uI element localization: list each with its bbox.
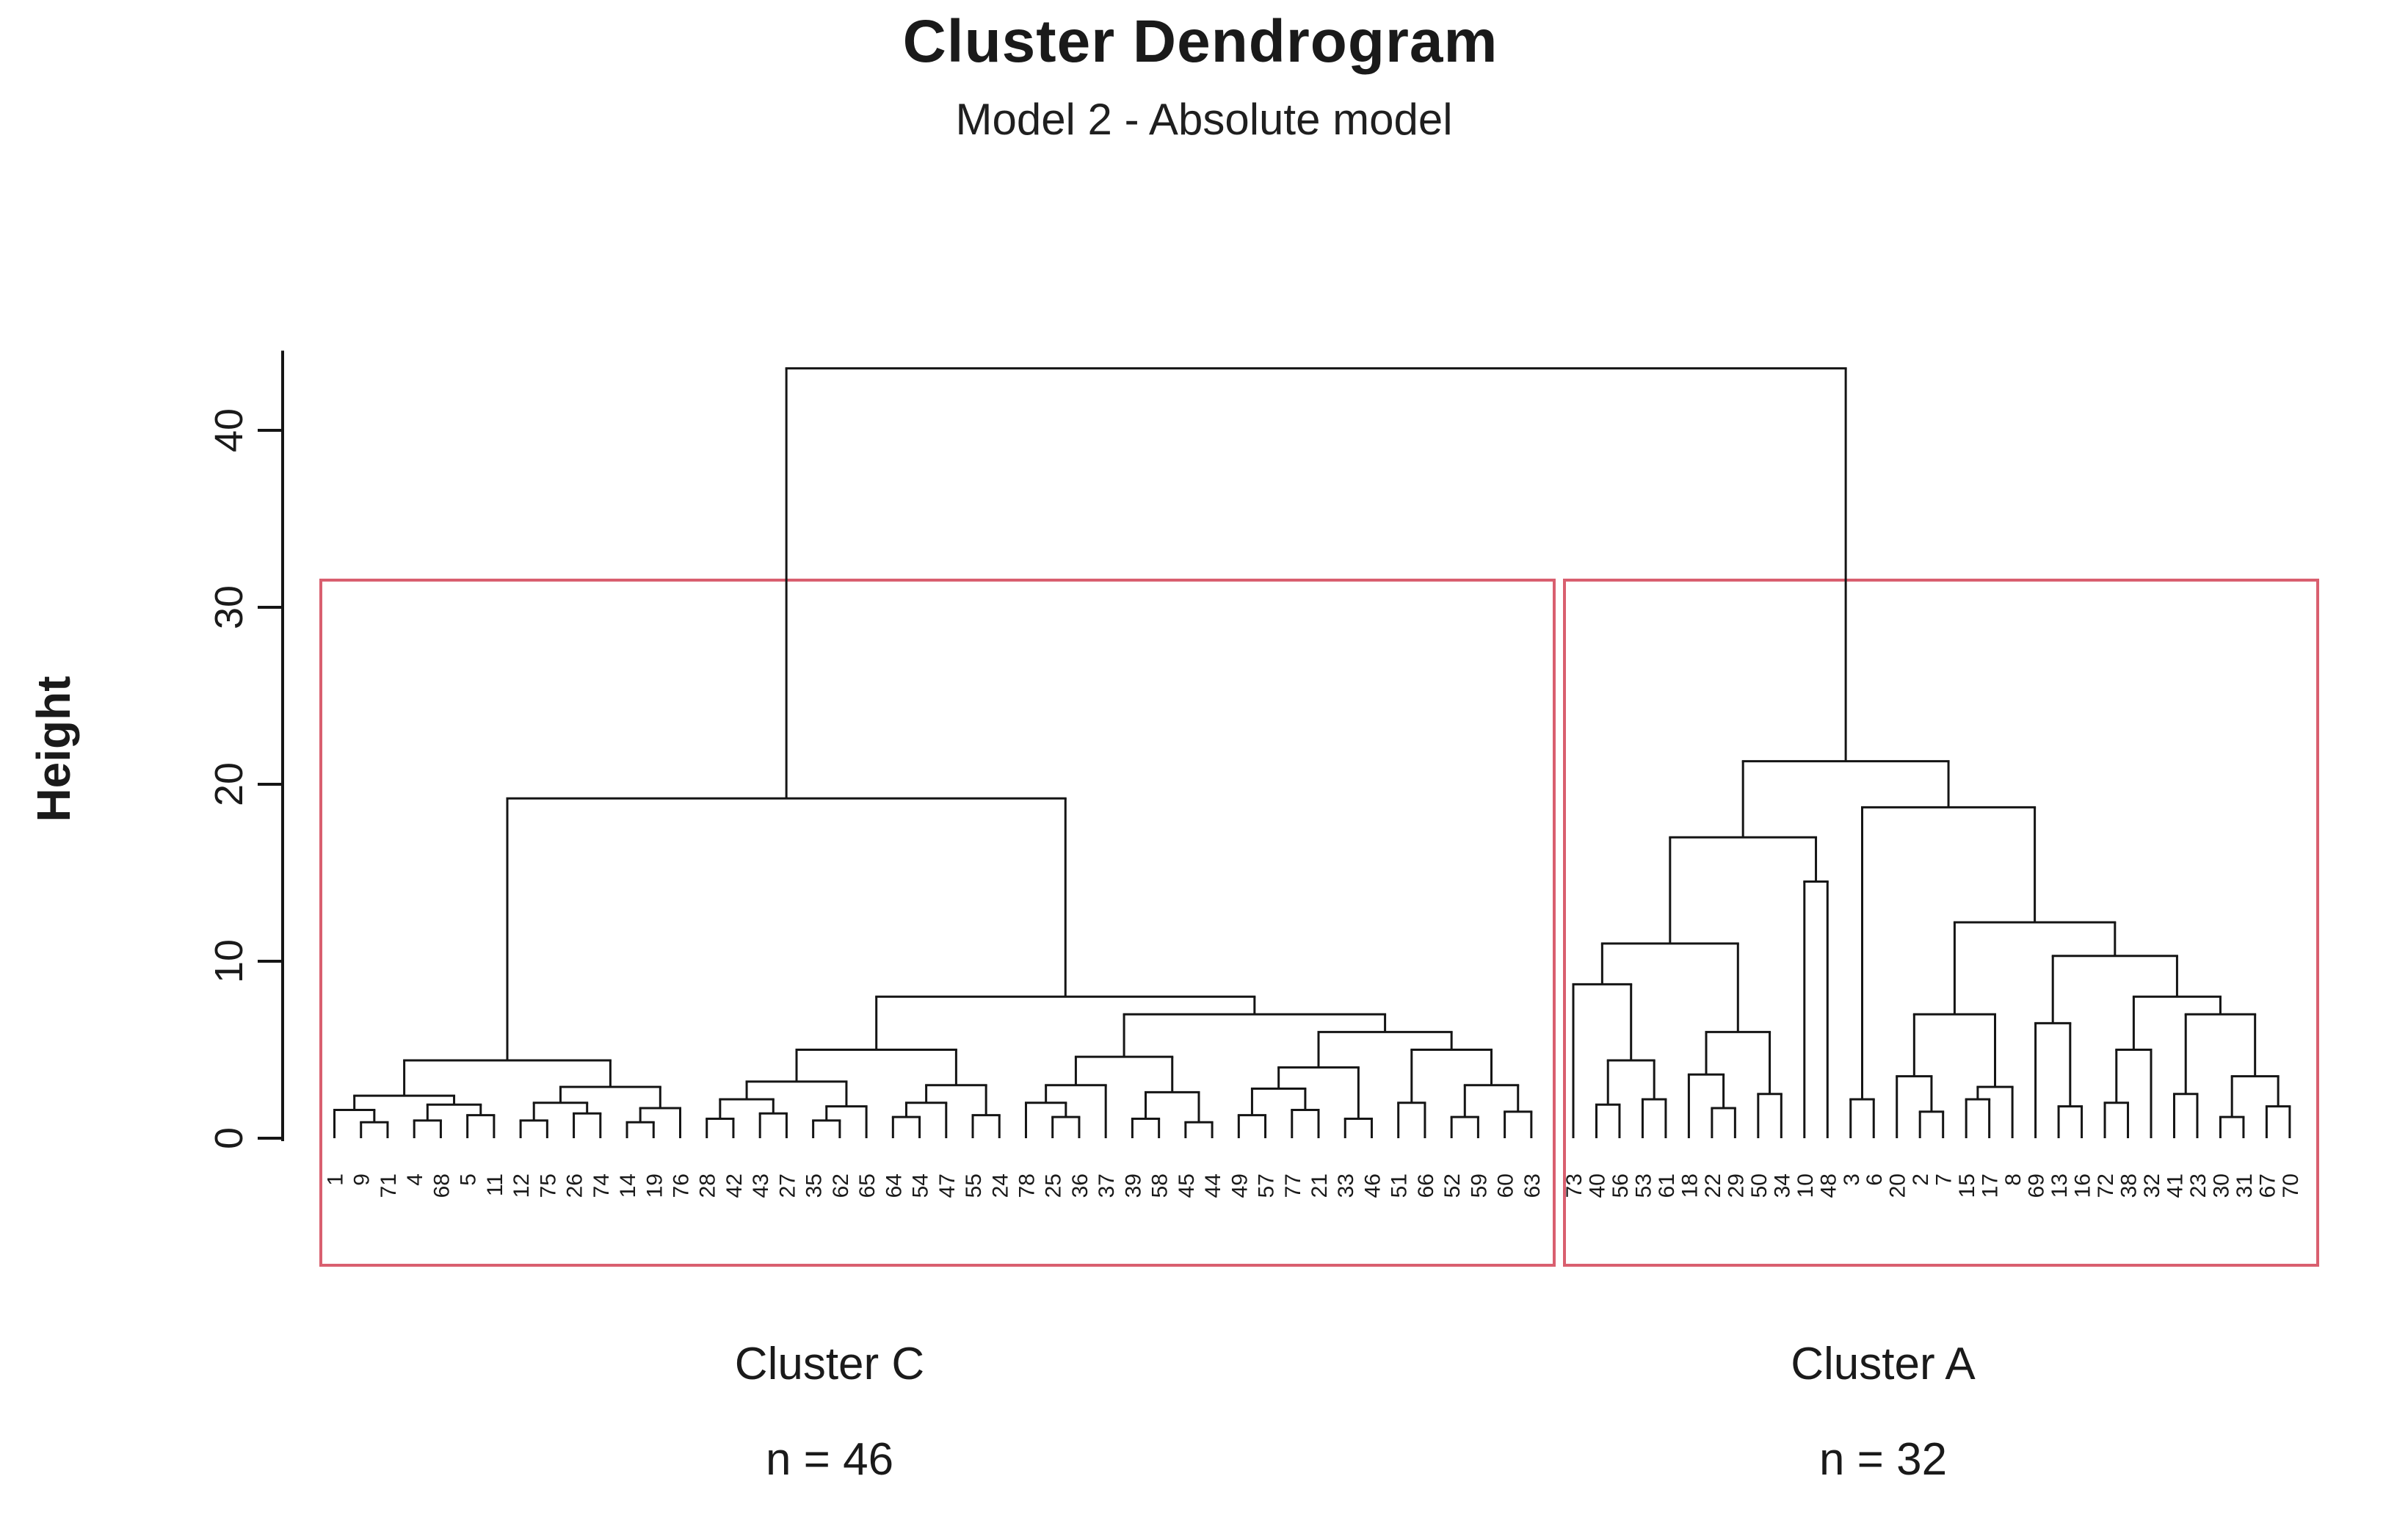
leaf-label: 76 (669, 1173, 693, 1198)
leaf-label: 73 (1562, 1173, 1586, 1198)
leaf-label: 29 (1724, 1173, 1748, 1198)
leaf-label: 22 (1701, 1173, 1725, 1198)
leaf-label: 74 (590, 1173, 614, 1198)
leaf-label: 7 (1932, 1173, 1956, 1186)
leaf-label: 54 (909, 1173, 933, 1198)
leaf-label: 72 (2094, 1173, 2118, 1198)
y-tick-label: 20 (207, 762, 251, 806)
leaf-label: 19 (642, 1173, 667, 1198)
leaf-label: 6 (1863, 1173, 1887, 1186)
leaf-label: 46 (1360, 1173, 1385, 1198)
leaf-label: 44 (1201, 1173, 1225, 1198)
y-tick-label: 30 (207, 585, 251, 629)
leaf-label: 66 (1414, 1173, 1438, 1198)
plot-subtitle: Model 2 - Absolute model (955, 95, 1453, 144)
leaf-label: 8 (2001, 1173, 2026, 1186)
leaf-label: 33 (1334, 1173, 1358, 1198)
leaf-label: 16 (2071, 1173, 2095, 1198)
leaf-label: 42 (722, 1173, 747, 1198)
leaf-label: 1 (324, 1173, 348, 1186)
leaf-label: 32 (2140, 1173, 2164, 1198)
cluster-a-box (1563, 579, 2319, 1267)
leaf-label: 39 (1121, 1173, 1145, 1198)
leaf-label: 40 (1585, 1173, 1609, 1198)
y-tick-label: 10 (207, 939, 251, 983)
cluster-c-label: Cluster C (734, 1339, 925, 1389)
leaf-label: 77 (1281, 1173, 1305, 1198)
leaf-label: 63 (1520, 1173, 1545, 1198)
leaf-label: 23 (2186, 1173, 2211, 1198)
leaf-label: 75 (536, 1173, 560, 1198)
leaf-label: 56 (1609, 1173, 1633, 1198)
leaf-label: 24 (988, 1173, 1012, 1198)
leaf-label: 65 (855, 1173, 880, 1198)
leaf-label: 12 (509, 1173, 534, 1198)
cluster-a-label: Cluster A (1791, 1339, 1976, 1389)
leaf-label: 3 (1840, 1173, 1864, 1186)
leaf-label: 68 (429, 1173, 454, 1198)
leaf-label: 14 (616, 1173, 640, 1198)
leaf-label: 27 (775, 1173, 799, 1198)
page-title: Cluster Dendrogram (902, 8, 1498, 75)
leaf-label: 64 (882, 1173, 906, 1198)
leaf-label: 36 (1068, 1173, 1092, 1198)
leaf-label: 18 (1678, 1173, 1702, 1198)
leaf-label: 37 (1095, 1173, 1119, 1198)
leaf-label: 45 (1175, 1173, 1199, 1198)
leaf-label: 28 (696, 1173, 720, 1198)
leaf-label: 30 (2209, 1173, 2233, 1198)
leaf-label: 59 (1467, 1173, 1491, 1198)
leaf-label: 10 (1794, 1173, 1818, 1198)
leaf-label: 4 (403, 1173, 427, 1186)
leaf-label: 70 (2279, 1173, 2303, 1198)
leaf-label: 43 (749, 1173, 773, 1198)
cluster-c-count: n = 46 (765, 1434, 894, 1485)
leaf-label: 21 (1308, 1173, 1332, 1198)
leaf-label: 61 (1655, 1173, 1679, 1198)
leaf-label: 35 (802, 1173, 827, 1198)
leaf-label: 78 (1015, 1173, 1039, 1198)
leaf-label: 5 (457, 1173, 481, 1186)
leaf-label: 60 (1494, 1173, 1518, 1198)
leaf-label: 58 (1148, 1173, 1172, 1198)
leaf-label: 2 (1909, 1173, 1933, 1186)
leaf-label: 13 (2048, 1173, 2072, 1198)
leaf-label: 51 (1388, 1173, 1412, 1198)
leaf-label: 67 (2255, 1173, 2280, 1198)
leaf-label: 55 (962, 1173, 986, 1198)
cluster-c-box (319, 579, 1556, 1267)
leaf-label: 53 (1631, 1173, 1656, 1198)
leaf-label: 15 (1955, 1173, 1979, 1198)
leaf-label: 62 (829, 1173, 853, 1198)
leaf-label: 9 (350, 1173, 374, 1186)
leaf-label: 41 (2163, 1173, 2187, 1198)
leaf-label: 20 (1886, 1173, 1910, 1198)
leaf-label: 17 (1979, 1173, 2003, 1198)
leaf-label: 47 (935, 1173, 960, 1198)
leaf-label: 11 (483, 1173, 507, 1196)
leaf-label: 34 (1770, 1173, 1794, 1198)
leaf-label: 25 (1042, 1173, 1066, 1198)
leaf-label: 50 (1747, 1173, 1771, 1198)
leaf-label: 31 (2233, 1173, 2257, 1198)
leaf-label: 49 (1227, 1173, 1252, 1198)
leaf-label: 26 (563, 1173, 587, 1198)
leaf-label: 38 (2117, 1173, 2142, 1198)
leaf-label: 48 (1816, 1173, 1841, 1198)
leaf-label: 69 (2025, 1173, 2049, 1198)
leaf-label: 71 (377, 1173, 401, 1198)
y-tick-label: 40 (207, 408, 251, 452)
y-tick-label: 0 (207, 1127, 251, 1149)
leaf-label: 57 (1255, 1173, 1279, 1198)
y-axis-title: Height (27, 676, 80, 822)
leaf-label: 52 (1440, 1173, 1465, 1198)
cluster-a-count: n = 32 (1818, 1434, 1948, 1485)
